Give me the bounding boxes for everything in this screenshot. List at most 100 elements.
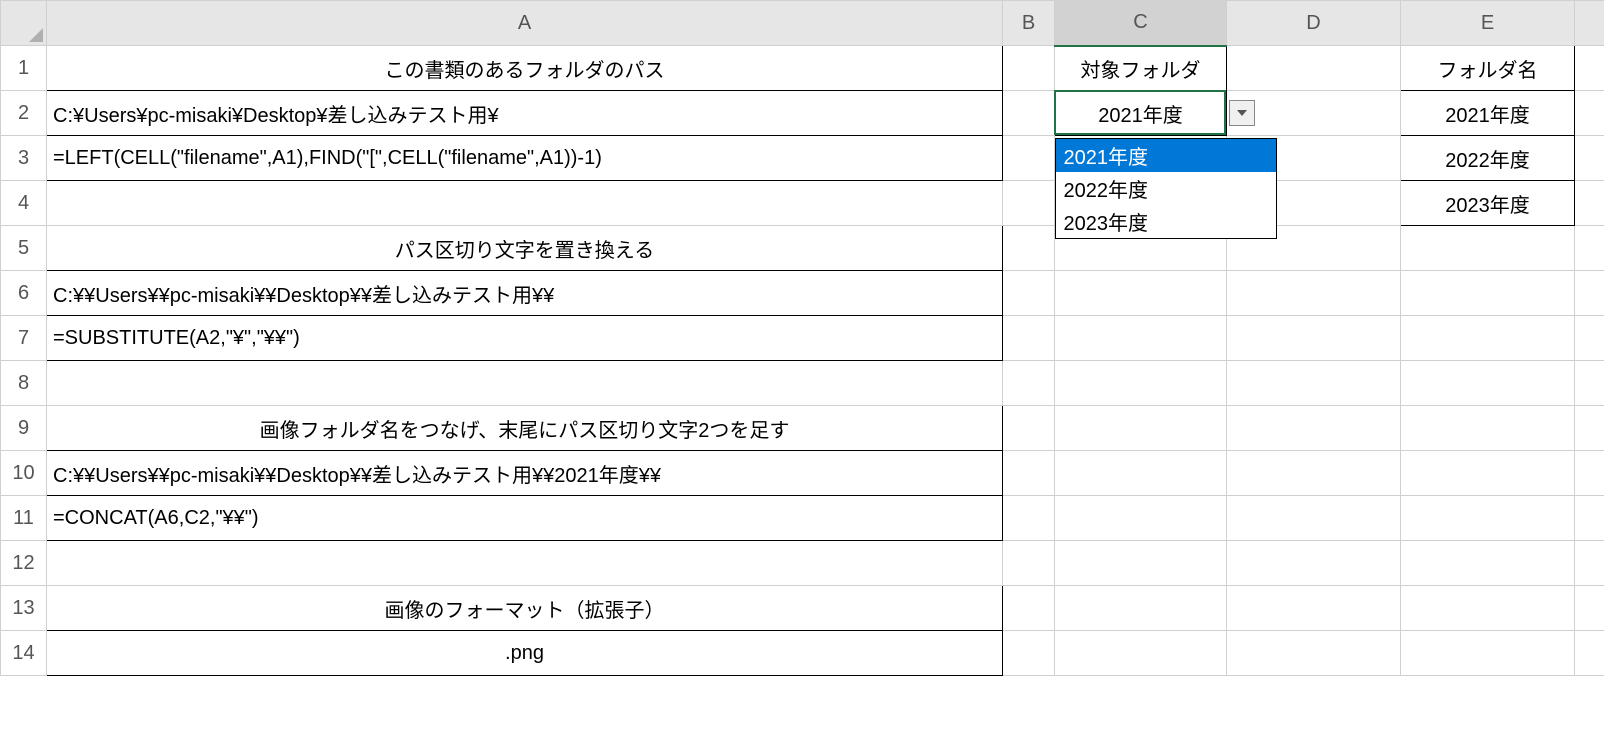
cell-E10[interactable] (1401, 451, 1575, 496)
row-6: 6 C:¥¥Users¥¥pc-misaki¥¥Desktop¥¥差し込みテスト… (1, 271, 1604, 316)
row-header-11[interactable]: 11 (1, 496, 47, 541)
row-header-1[interactable]: 1 (1, 46, 47, 91)
dropdown-option[interactable]: 2023年度 (1056, 205, 1276, 238)
cell-C7[interactable] (1055, 316, 1227, 361)
cell-C11[interactable] (1055, 496, 1227, 541)
chevron-down-icon (1237, 110, 1247, 116)
row-header-3[interactable]: 3 (1, 136, 47, 181)
cell-C10[interactable] (1055, 451, 1227, 496)
cell-B9[interactable] (1003, 406, 1055, 451)
row-4: 4 2023年度 (1, 181, 1604, 226)
row-header-8[interactable]: 8 (1, 361, 47, 406)
cell-B5[interactable] (1003, 226, 1055, 271)
cell-A11[interactable]: =CONCAT(A6,C2,"¥¥") (47, 496, 1003, 541)
cell-B1[interactable] (1003, 46, 1055, 91)
row-header-9[interactable]: 9 (1, 406, 47, 451)
cell-E3[interactable]: 2022年度 (1401, 136, 1575, 181)
row-header-4[interactable]: 4 (1, 181, 47, 226)
cell-A14[interactable]: .png (47, 631, 1003, 676)
cell-B6[interactable] (1003, 271, 1055, 316)
col-header-A[interactable]: A (47, 1, 1003, 46)
cell-E7[interactable] (1401, 316, 1575, 361)
row-header-10[interactable]: 10 (1, 451, 47, 496)
col-header-E[interactable]: E (1401, 1, 1575, 46)
cell-C14[interactable] (1055, 631, 1227, 676)
dropdown-option[interactable]: 2021年度 (1056, 139, 1276, 172)
cell-C6[interactable] (1055, 271, 1227, 316)
cell-D12[interactable] (1227, 541, 1401, 586)
row-13: 13 画像のフォーマット（拡張子） (1, 586, 1604, 631)
cell-A3[interactable]: =LEFT(CELL("filename",A1),FIND("[",CELL(… (47, 136, 1003, 181)
cell-C13[interactable] (1055, 586, 1227, 631)
data-validation-dropdown-list[interactable]: 2021年度2022年度2023年度 (1055, 138, 1277, 239)
row-9: 9 画像フォルダ名をつなげ、末尾にパス区切り文字2つを足す (1, 406, 1604, 451)
cell-E5[interactable] (1401, 226, 1575, 271)
cell-B12[interactable] (1003, 541, 1055, 586)
cell-A1[interactable]: この書類のあるフォルダのパス (47, 46, 1003, 91)
row-12: 12 (1, 541, 1604, 586)
row-header-12[interactable]: 12 (1, 541, 47, 586)
cell-D7[interactable] (1227, 316, 1401, 361)
row-10: 10 C:¥¥Users¥¥pc-misaki¥¥Desktop¥¥差し込みテス… (1, 451, 1604, 496)
cell-E4[interactable]: 2023年度 (1401, 181, 1575, 226)
cell-E1[interactable]: フォルダ名 (1401, 46, 1575, 91)
cell-E2[interactable]: 2021年度 (1401, 91, 1575, 136)
cell-B4[interactable] (1003, 181, 1055, 226)
cell-B13[interactable] (1003, 586, 1055, 631)
cell-E6[interactable] (1401, 271, 1575, 316)
cell-D11[interactable] (1227, 496, 1401, 541)
cell-E14[interactable] (1401, 631, 1575, 676)
cell-D13[interactable] (1227, 586, 1401, 631)
cell-A6[interactable]: C:¥¥Users¥¥pc-misaki¥¥Desktop¥¥差し込みテスト用¥… (47, 271, 1003, 316)
row-header-7[interactable]: 7 (1, 316, 47, 361)
select-all-corner[interactable] (1, 1, 47, 46)
dropdown-option[interactable]: 2022年度 (1056, 172, 1276, 205)
cell-B10[interactable] (1003, 451, 1055, 496)
cell-D1[interactable] (1227, 46, 1401, 91)
cell-A9[interactable]: 画像フォルダ名をつなげ、末尾にパス区切り文字2つを足す (47, 406, 1003, 451)
row-3: 3 =LEFT(CELL("filename",A1),FIND("[",CEL… (1, 136, 1604, 181)
cell-C9[interactable] (1055, 406, 1227, 451)
cell-B8[interactable] (1003, 361, 1055, 406)
cell-C2[interactable]: 2021年度 (1055, 91, 1227, 136)
cell-B14[interactable] (1003, 631, 1055, 676)
cell-A2[interactable]: C:¥Users¥pc-misaki¥Desktop¥差し込みテスト用¥ (47, 91, 1003, 136)
row-5: 5 パス区切り文字を置き換える (1, 226, 1604, 271)
cell-C1[interactable]: 対象フォルダ (1055, 46, 1227, 91)
cell-B7[interactable] (1003, 316, 1055, 361)
cell-E13[interactable] (1401, 586, 1575, 631)
row-header-13[interactable]: 13 (1, 586, 47, 631)
cell-A12[interactable] (47, 541, 1003, 586)
cell-D14[interactable] (1227, 631, 1401, 676)
cell-B2[interactable] (1003, 91, 1055, 136)
data-validation-dropdown-button[interactable] (1229, 100, 1255, 126)
cell-A4[interactable] (47, 181, 1003, 226)
cell-E8[interactable] (1401, 361, 1575, 406)
row-header-6[interactable]: 6 (1, 271, 47, 316)
row-header-5[interactable]: 5 (1, 226, 47, 271)
cell-E9[interactable] (1401, 406, 1575, 451)
cell-D9[interactable] (1227, 406, 1401, 451)
col-header-rest (1575, 1, 1604, 46)
cell-A7[interactable]: =SUBSTITUTE(A2,"¥","¥¥") (47, 316, 1003, 361)
cell-A13[interactable]: 画像のフォーマット（拡張子） (47, 586, 1003, 631)
row-header-2[interactable]: 2 (1, 91, 47, 136)
cell-C12[interactable] (1055, 541, 1227, 586)
cell-C8[interactable] (1055, 361, 1227, 406)
col-header-C[interactable]: C (1055, 1, 1227, 46)
col-header-B[interactable]: B (1003, 1, 1055, 46)
spreadsheet-grid[interactable]: A B C D E 1 この書類のあるフォルダのパス 対象フォルダ フォルダ名 … (0, 0, 1604, 676)
cell-D8[interactable] (1227, 361, 1401, 406)
cell-E12[interactable] (1401, 541, 1575, 586)
column-header-row: A B C D E (1, 1, 1604, 46)
cell-B3[interactable] (1003, 136, 1055, 181)
cell-B11[interactable] (1003, 496, 1055, 541)
cell-E11[interactable] (1401, 496, 1575, 541)
cell-A5[interactable]: パス区切り文字を置き換える (47, 226, 1003, 271)
col-header-D[interactable]: D (1227, 1, 1401, 46)
cell-D10[interactable] (1227, 451, 1401, 496)
cell-D6[interactable] (1227, 271, 1401, 316)
row-header-14[interactable]: 14 (1, 631, 47, 676)
cell-A8[interactable] (47, 361, 1003, 406)
cell-A10[interactable]: C:¥¥Users¥¥pc-misaki¥¥Desktop¥¥差し込みテスト用¥… (47, 451, 1003, 496)
